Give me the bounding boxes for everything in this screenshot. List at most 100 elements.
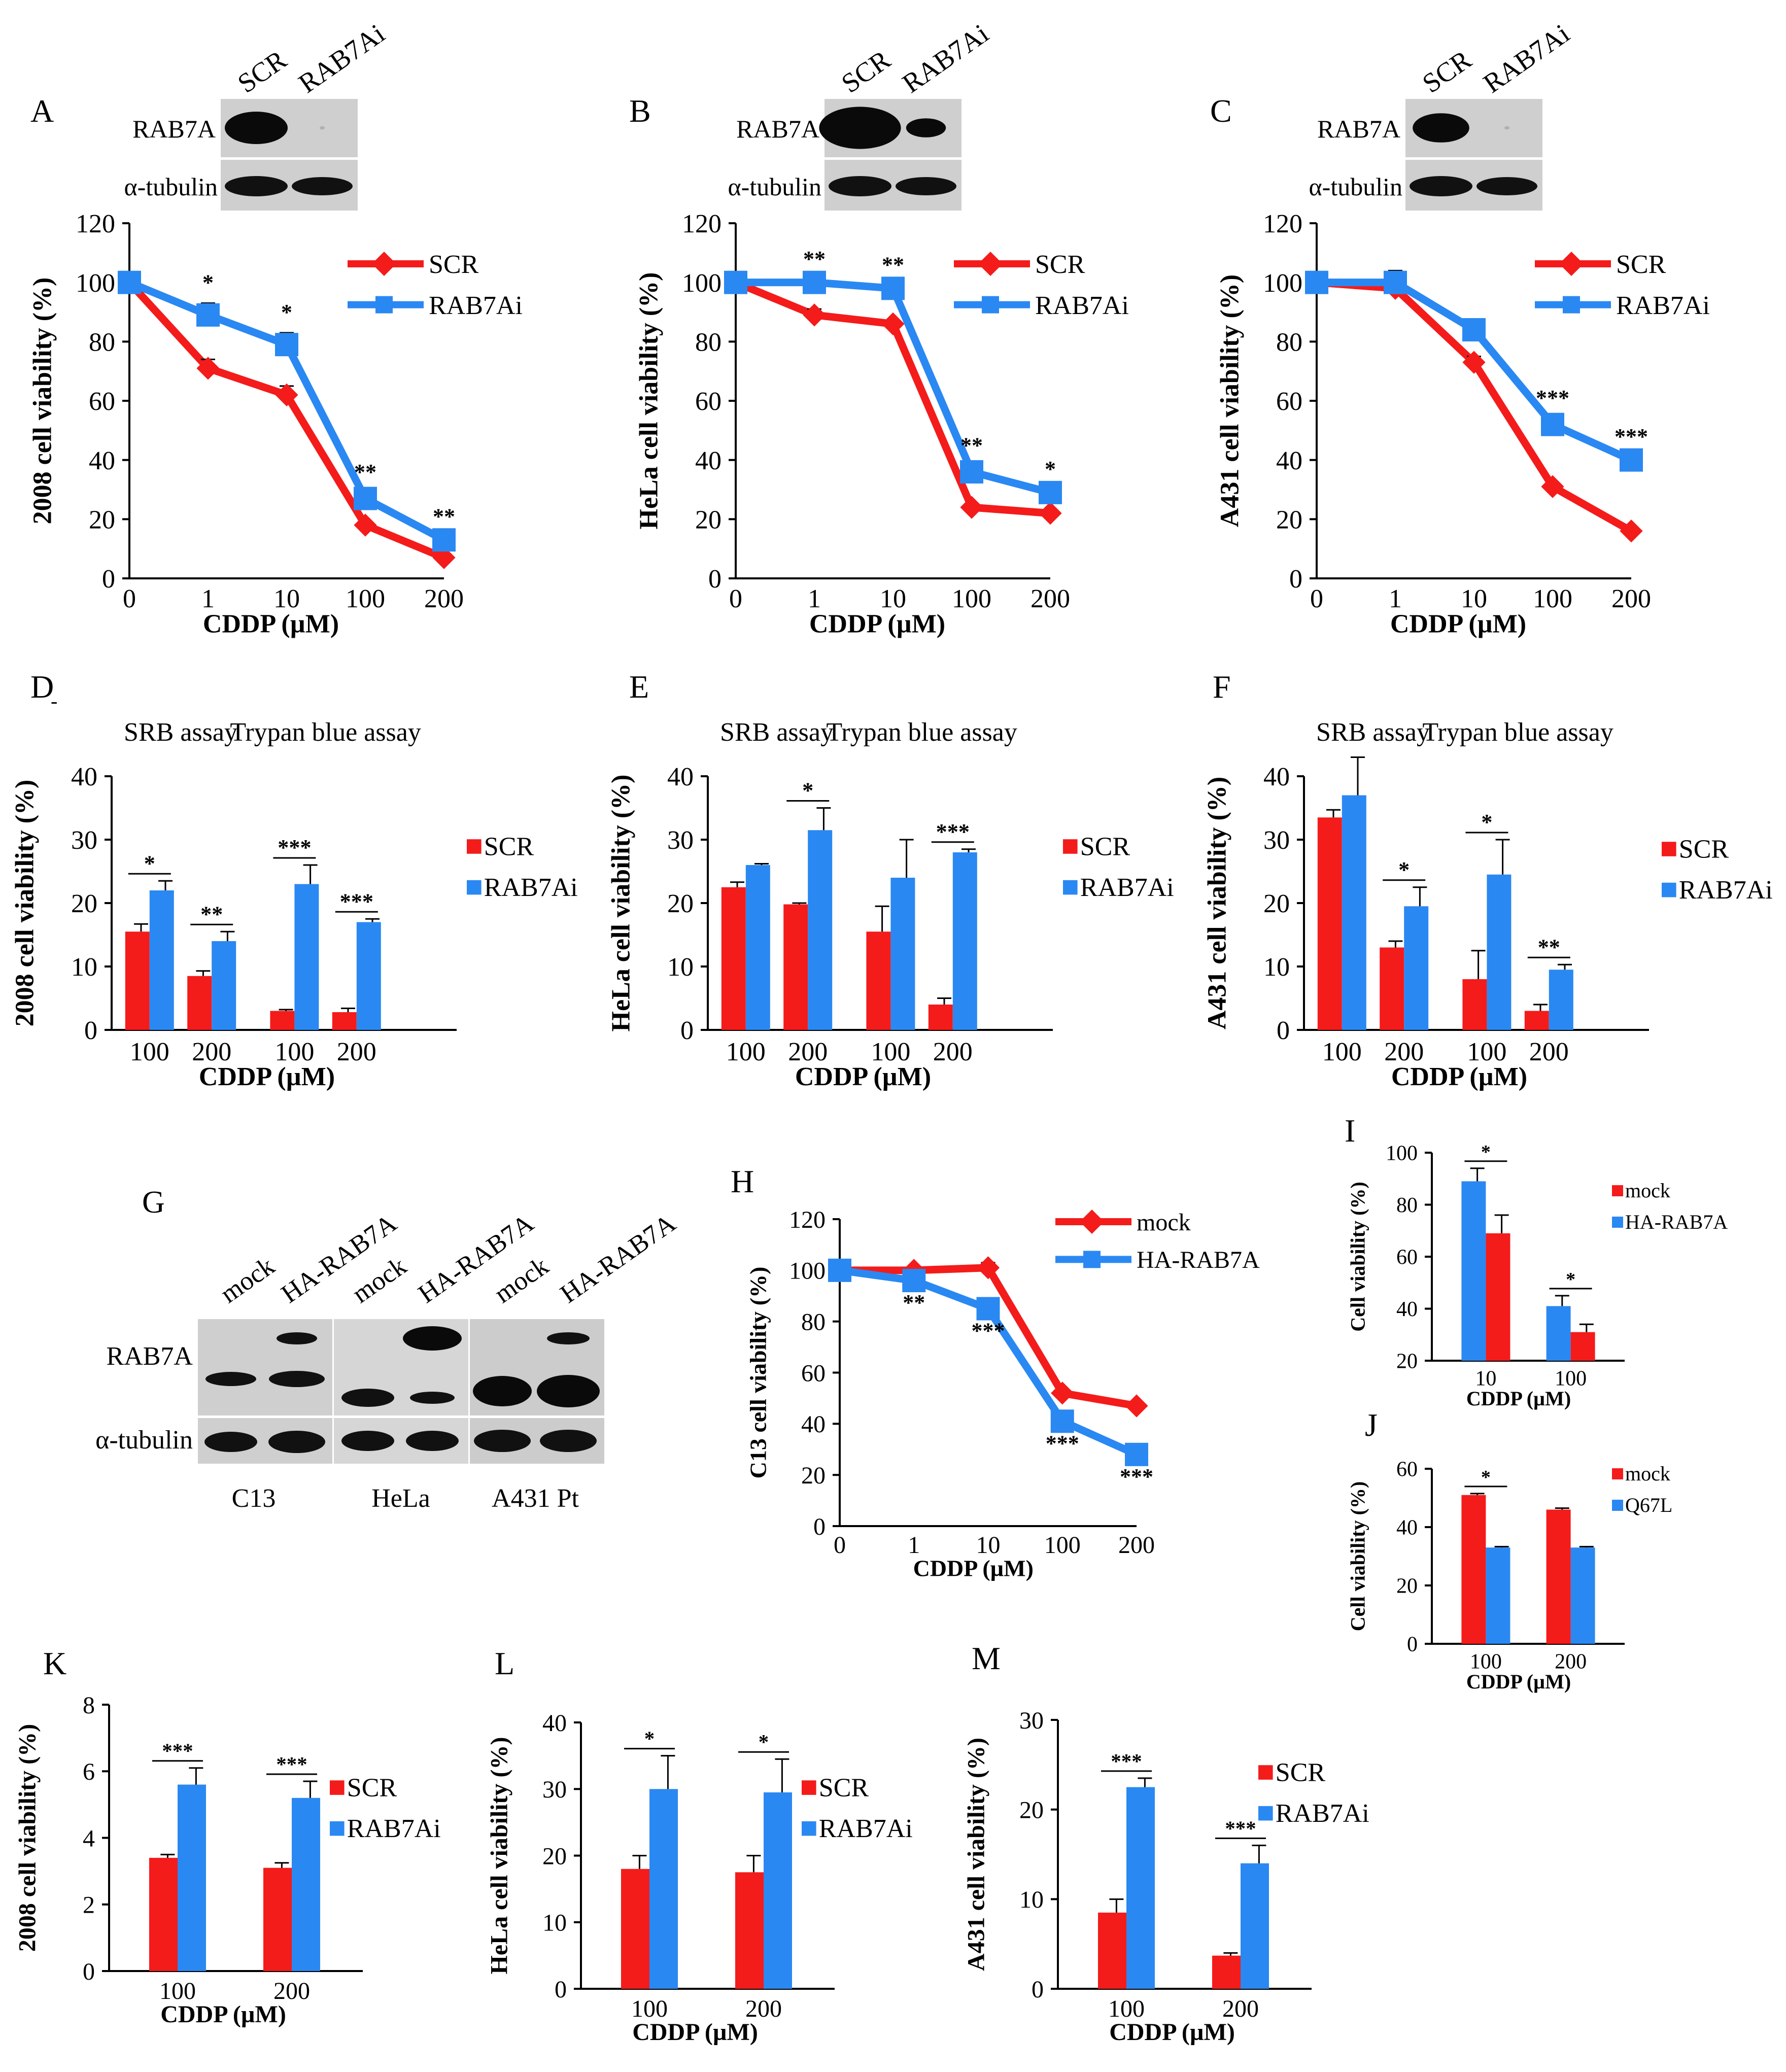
- y-tick-label: 0: [1407, 1633, 1418, 1656]
- x-tick-label: 10: [880, 584, 906, 613]
- blot-g-cell-label: HeLa: [371, 1484, 430, 1513]
- legend-label: RAB7Ai: [484, 873, 578, 902]
- legend-swatch: [1063, 880, 1078, 895]
- bar-rab7ai: [1342, 795, 1366, 1030]
- x-axis-title: CDDP (µM): [1466, 1670, 1571, 1693]
- significance-stars: *: [759, 1731, 769, 1753]
- significance-stars: **: [903, 1290, 925, 1315]
- legend-marker: [978, 251, 1003, 277]
- legend-swatch: [1662, 842, 1676, 856]
- significance-stars: **: [433, 504, 455, 529]
- y-tick-label: 0: [1289, 565, 1302, 594]
- bar-rab7ai: [178, 1784, 206, 1971]
- legend-label: mock: [1137, 1209, 1191, 1236]
- legend-label: mock: [1625, 1179, 1670, 1202]
- y-tick-label: 40: [71, 763, 97, 791]
- y-tick-label: 0: [813, 1513, 826, 1540]
- x-tick-label: 100: [1044, 1532, 1081, 1559]
- y-tick-label: 120: [682, 210, 722, 238]
- bar-rab7ai: [764, 1792, 792, 1989]
- legend-marker: [1083, 1251, 1101, 1268]
- significance-stars: ***: [276, 1753, 307, 1776]
- blot-band: [819, 107, 901, 149]
- x-tick-label: 100: [1470, 1650, 1502, 1673]
- y-tick-label: 40: [667, 763, 694, 791]
- x-axis-title: CDDP (µM): [160, 2001, 286, 2028]
- legend-label: RAB7Ai: [1679, 876, 1773, 905]
- blot-band: [1476, 177, 1537, 195]
- bar-scr: [263, 1868, 292, 1971]
- y-tick-label: 60: [801, 1360, 826, 1387]
- blot-lane-label: SCR: [1417, 44, 1476, 99]
- y-tick-label: 0: [102, 565, 115, 594]
- y-tick-label: 20: [1396, 1575, 1418, 1598]
- bar-mock: [1486, 1233, 1510, 1361]
- y-tick-label: 30: [667, 826, 694, 855]
- data-point: [1462, 351, 1486, 374]
- significance-stars: *: [202, 270, 214, 295]
- legend-swatch: [467, 839, 482, 854]
- blot-g-lane-label: mock: [215, 1252, 280, 1309]
- chart-panel-m: 0 10 20 30 A431 cell viability (%) CDDP (µM)1…: [963, 1640, 1369, 2046]
- chart-panel-d: 0 10 20 30 40 2008 cell viability (%) CDDP (µM…: [11, 669, 578, 1091]
- y-tick-label: 80: [695, 328, 722, 357]
- y-tick-label: 20: [1276, 506, 1302, 535]
- y-tick-label: 120: [1263, 210, 1302, 238]
- data-point: [803, 303, 826, 327]
- significance-stars: **: [200, 902, 223, 926]
- x-tick-label: 200: [424, 584, 464, 613]
- y-tick-label: 80: [1276, 328, 1302, 357]
- y-tick-label: 0: [1277, 1016, 1290, 1045]
- significance-stars: ***: [1120, 1464, 1153, 1489]
- x-tick-label: 100: [1533, 584, 1572, 613]
- significance-stars: *: [802, 778, 813, 803]
- x-tick-label: 1: [1389, 584, 1402, 613]
- significance-stars: ***: [278, 835, 311, 860]
- data-point: [1051, 1382, 1074, 1405]
- y-tick-label: 0: [1032, 1976, 1044, 2003]
- x-tick-label: 200: [192, 1038, 231, 1066]
- legend-swatch: [330, 1780, 345, 1795]
- group-label: Trypan blue assay: [1422, 718, 1613, 747]
- legend-label: RAB7Ai: [1035, 291, 1129, 320]
- y-tick-label: 40: [1396, 1516, 1418, 1540]
- legend-label: RAB7Ai: [819, 1814, 913, 1843]
- bar-q67l: [1486, 1547, 1510, 1644]
- y-axis-title: 2008 cell viability (%): [28, 278, 57, 525]
- legend-label: mock: [1625, 1462, 1670, 1485]
- x-axis-title: CDDP (µM): [203, 610, 339, 639]
- blot-row-label: α-tubulin: [124, 172, 218, 201]
- data-point: [1462, 318, 1486, 341]
- group-label: SRB assay: [720, 718, 834, 747]
- y-tick-label: 0: [555, 1976, 567, 2003]
- x-tick-label: 100: [1322, 1038, 1362, 1066]
- bar-mock: [1461, 1495, 1486, 1644]
- blot-lane-label: SCR: [836, 44, 896, 99]
- y-tick-label: 60: [1396, 1246, 1418, 1269]
- bar-scr: [1462, 979, 1487, 1030]
- bar-scr: [1098, 1912, 1126, 1989]
- bar-rab7ai: [356, 922, 381, 1030]
- panel-label: J: [1365, 1407, 1378, 1443]
- x-tick-label: 200: [1611, 584, 1651, 613]
- y-tick-label: 20: [1396, 1350, 1418, 1373]
- bar-scr: [187, 976, 212, 1030]
- data-point: [432, 546, 456, 569]
- legend-marker: [375, 296, 393, 314]
- x-tick-label: 10: [1475, 1367, 1496, 1390]
- data-point: [1541, 412, 1564, 436]
- bar-scr: [721, 887, 746, 1030]
- significance-stars: *: [1481, 1142, 1491, 1163]
- y-tick-label: 100: [1386, 1142, 1418, 1165]
- y-tick-label: 0: [84, 1016, 97, 1045]
- bar-ha-rab7a: [1461, 1181, 1486, 1361]
- legend-label: SCR: [1035, 250, 1085, 279]
- chart-panel-k: 0 2 4 6 8 2008 cell viability (%) CDDP (µM)100…: [14, 1645, 440, 2028]
- blot-band: [225, 112, 288, 144]
- blot-band: [292, 177, 353, 195]
- chart-panel-f: 0 10 20 30 40 A431 cell viability (%) CDDP (µM…: [1203, 669, 1773, 1091]
- bar-rab7ai: [294, 884, 319, 1030]
